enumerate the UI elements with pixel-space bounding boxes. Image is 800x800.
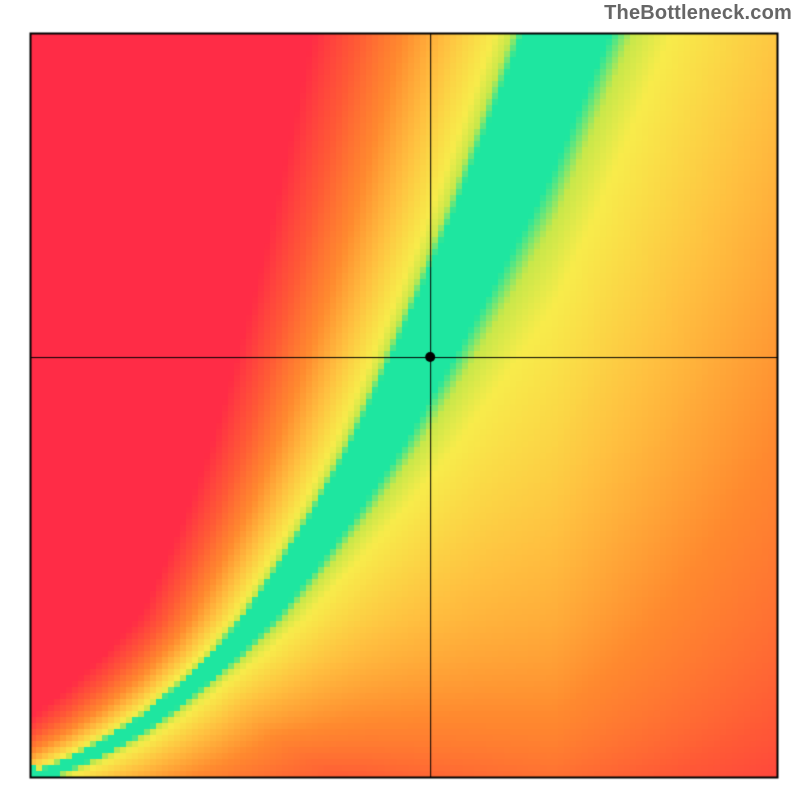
watermark-text: TheBottleneck.com: [604, 2, 792, 25]
chart-container: TheBottleneck.com: [0, 0, 800, 800]
heatmap-canvas: [0, 0, 800, 800]
